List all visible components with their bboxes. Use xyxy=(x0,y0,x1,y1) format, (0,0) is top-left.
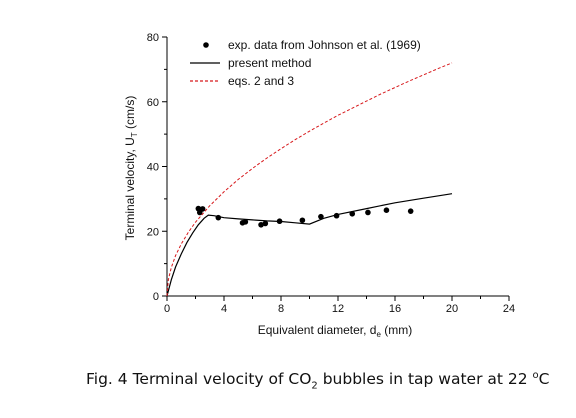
y-axis-label-subscript: T xyxy=(130,132,139,137)
x-tick-label: 4 xyxy=(221,303,227,315)
data-point xyxy=(299,217,306,224)
y-tick-label: 0 xyxy=(153,291,159,303)
caption-subscript: 2 xyxy=(311,380,318,392)
y-tick-label: 80 xyxy=(147,32,159,44)
y-tick-label: 20 xyxy=(147,226,159,238)
legend-label: present method xyxy=(228,56,311,70)
y-axis-label-unit: (cm/s) xyxy=(123,96,137,133)
x-axis-label-subscript: e xyxy=(376,330,381,339)
data-point xyxy=(199,206,206,212)
y-axis-label: Terminal velocity, UT (cm/s) xyxy=(123,96,139,241)
x-axis-label-unit: (mm) xyxy=(381,323,412,337)
plot-area xyxy=(166,62,453,297)
data-point xyxy=(407,208,414,214)
legend: exp. data from Johnson et al. (1969) pres… xyxy=(190,38,421,88)
x-tick-label: 24 xyxy=(503,303,515,315)
data-point xyxy=(365,209,371,216)
x-tick-label: 20 xyxy=(446,303,458,315)
caption-superscript: o xyxy=(532,370,539,381)
x-tick-label: 16 xyxy=(389,303,401,315)
eqs-2-and-3-curve xyxy=(166,62,453,297)
x-tick-label: 0 xyxy=(164,303,170,315)
legend-label: eqs. 2 and 3 xyxy=(228,74,294,88)
data-point xyxy=(242,219,249,225)
x-tick-label: 12 xyxy=(332,303,344,315)
data-point xyxy=(262,220,269,227)
data-point xyxy=(383,207,390,214)
present-method-curve xyxy=(166,193,453,297)
axes: 0 4 8 12 16 20 24 0 20 40 60 80 xyxy=(147,32,515,315)
legend-label: exp. data from Johnson et al. (1969) xyxy=(228,38,421,52)
y-tick-label: 40 xyxy=(147,162,159,174)
y-tick-label: 60 xyxy=(147,97,159,109)
figure-caption: Fig. 4 Terminal velocity of CO2 bubbles … xyxy=(86,370,550,392)
data-point xyxy=(258,221,264,228)
data-point xyxy=(318,213,324,220)
x-tick-label: 8 xyxy=(278,303,284,315)
legend-marker xyxy=(203,42,209,48)
x-axis-label: Equivalent diameter, de (mm) xyxy=(258,323,413,339)
